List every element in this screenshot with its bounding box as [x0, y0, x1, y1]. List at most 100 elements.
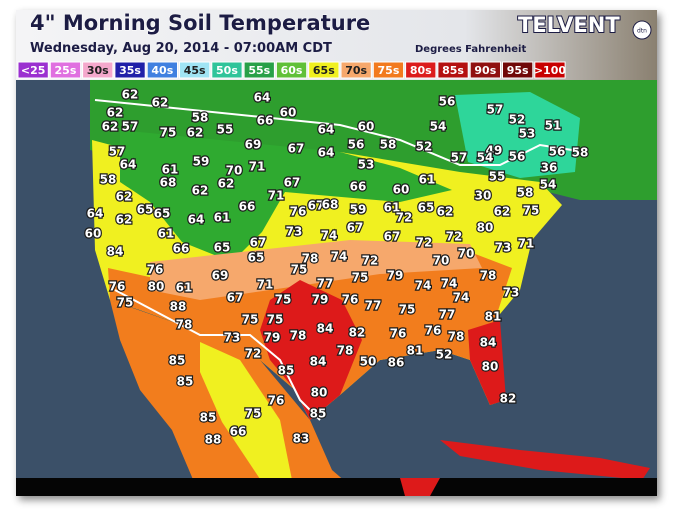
station-value: 52 — [436, 348, 453, 362]
station-value: 66 — [239, 200, 256, 214]
station-value: 76 — [290, 205, 307, 219]
station-value: 61 — [176, 281, 193, 295]
station-value: 57 — [487, 103, 504, 117]
station-value: 67 — [288, 142, 305, 156]
station-value: 52 — [416, 140, 433, 154]
station-value: 85 — [169, 354, 186, 368]
station-value: 74 — [321, 229, 338, 243]
station-value: 70 — [433, 254, 450, 268]
legend-swatch — [469, 61, 502, 79]
legend-label: 60s — [281, 64, 303, 77]
station-value: 88 — [170, 300, 187, 314]
legend-label: 40s — [151, 64, 173, 77]
legend-swatch — [146, 61, 178, 79]
legend-swatch — [502, 61, 534, 79]
station-value: 66 — [230, 425, 247, 439]
station-value: 64 — [318, 123, 335, 137]
station-value: 55 — [489, 170, 506, 184]
station-value: 61 — [384, 201, 401, 215]
station-value: 51 — [545, 119, 562, 133]
station-value: 60 — [280, 106, 297, 120]
legend-label: 30s — [87, 64, 109, 77]
station-value: 65 — [137, 203, 154, 217]
legend-label: 65s — [313, 64, 335, 77]
station-value: 67 — [384, 230, 401, 244]
station-value: 36 — [541, 161, 558, 175]
station-value: 78 — [337, 344, 354, 358]
station-value: 64 — [318, 146, 335, 160]
legend-swatch — [275, 61, 308, 79]
station-value: 75 — [352, 271, 369, 285]
station-value: 68 — [160, 176, 177, 190]
station-value: 76 — [390, 327, 407, 341]
station-value: 62 — [218, 177, 235, 191]
station-value: 65 — [248, 251, 265, 265]
badge — [632, 20, 652, 40]
station-value: 54 — [430, 120, 447, 134]
legend-swatch — [340, 61, 372, 79]
map — [16, 80, 657, 496]
station-value: 77 — [365, 299, 382, 313]
station-value: 66 — [173, 242, 190, 256]
station-value: 79 — [312, 293, 329, 307]
station-value: 58 — [517, 186, 534, 200]
legend-swatch — [114, 61, 146, 79]
station-value: 65 — [418, 201, 435, 215]
brand: TELVENT — [518, 13, 620, 37]
legend-label: <25 — [21, 64, 46, 77]
station-value: 71 — [518, 237, 535, 251]
legend-swatch — [534, 61, 566, 79]
station-value: 71 — [257, 278, 274, 292]
station-value: 59 — [350, 203, 367, 217]
legend-label: 50s — [216, 64, 238, 77]
station-value: 74 — [441, 277, 458, 291]
station-value: 79 — [387, 269, 404, 283]
legend-label: 35s — [119, 64, 141, 77]
station-value: 66 — [257, 114, 274, 128]
station-value: 64 — [254, 91, 271, 105]
station-value: 75 — [267, 313, 284, 327]
station-value: 56 — [549, 145, 566, 159]
station-value: 80 — [477, 221, 494, 235]
station-value: 80 — [311, 386, 328, 400]
station-value: 81 — [407, 344, 424, 358]
station-value: 84 — [480, 336, 497, 350]
legend-swatch — [211, 61, 243, 79]
station-value: 57 — [451, 151, 468, 165]
station-value: 80 — [482, 360, 499, 374]
legend-label: 70s — [345, 64, 367, 77]
station-value: 70 — [226, 164, 243, 178]
station-value: 61 — [214, 211, 231, 225]
station-value: 73 — [495, 241, 512, 255]
station-value: 54 — [540, 178, 557, 192]
station-value: 77 — [317, 277, 334, 291]
station-value: 53 — [358, 158, 375, 172]
legend-swatch — [179, 61, 211, 79]
station-value: 64 — [120, 158, 137, 172]
station-value: 60 — [85, 227, 102, 241]
legend-label: 25s — [55, 64, 77, 77]
station-value: 58 — [572, 146, 589, 160]
station-value: 76 — [109, 280, 126, 294]
station-value: 62 — [116, 190, 133, 204]
legend-label: 90s — [474, 64, 496, 77]
station-value: 72 — [396, 211, 413, 225]
station-value: 67 — [284, 176, 301, 190]
units: Degrees Fahrenheit — [415, 44, 526, 55]
station-value: 69 — [212, 269, 229, 283]
station-value: 61 — [419, 173, 436, 187]
station-value: 52 — [509, 113, 526, 127]
legend-swatch — [405, 61, 437, 79]
station-value: 76 — [342, 293, 359, 307]
station-value: 75 — [160, 126, 177, 140]
station-value: 88 — [205, 433, 222, 447]
station-value: 78 — [290, 329, 307, 343]
station-value: 30 — [475, 189, 492, 203]
station-value: 73 — [286, 225, 303, 239]
station-value: 85 — [278, 364, 295, 378]
station-value: 85 — [200, 411, 217, 425]
station-value: 81 — [485, 310, 502, 324]
station-value: 62 — [152, 96, 169, 110]
station-value: 55 — [217, 123, 234, 137]
